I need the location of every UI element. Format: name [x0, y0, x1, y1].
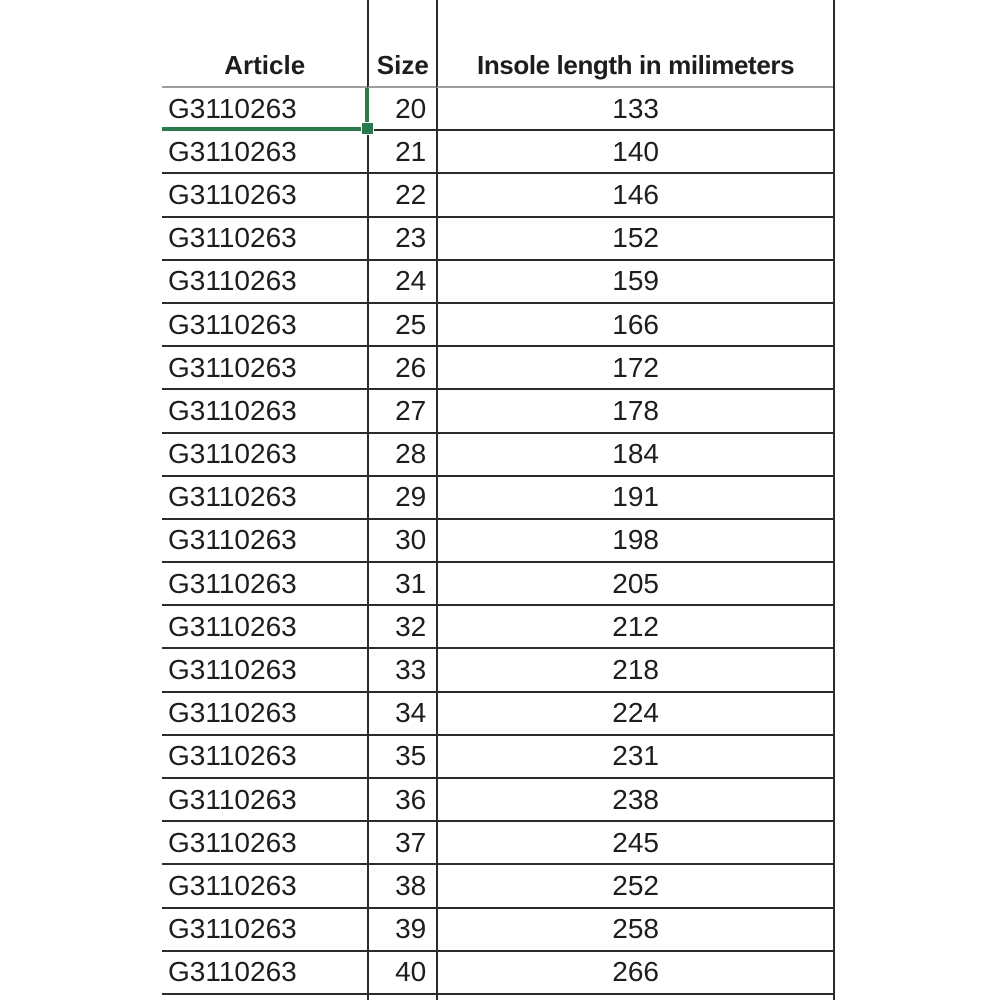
table-row: G3110263 39 258 — [162, 908, 833, 952]
cell-insole[interactable]: 184 — [436, 433, 833, 477]
cell-insole[interactable]: 252 — [436, 865, 833, 909]
table-row: G3110263 36 238 — [162, 779, 833, 823]
cell-size[interactable]: 33 — [367, 649, 437, 693]
cell-insole[interactable]: 133 — [436, 88, 833, 132]
cell-insole[interactable]: 245 — [436, 822, 833, 866]
cell-article[interactable]: G3110263 — [162, 649, 368, 693]
cell-insole[interactable]: 212 — [436, 606, 833, 650]
cell-size[interactable]: 28 — [367, 433, 437, 477]
cell-insole[interactable]: 152 — [436, 217, 833, 261]
cell-insole[interactable]: 191 — [436, 476, 833, 520]
selection-border-bottom — [162, 127, 363, 131]
header-cell-insole-length[interactable]: Insole length in milimeters — [436, 0, 833, 88]
cell-article[interactable]: G3110263 — [162, 563, 368, 607]
cell-article[interactable]: G3110263 — [162, 865, 368, 909]
cell-size[interactable]: 27 — [367, 390, 437, 434]
table-header-row: Article Size Insole length in milimeters — [162, 0, 833, 88]
cell-article[interactable]: G3110263 — [162, 693, 368, 736]
cell-insole[interactable]: 140 — [436, 131, 833, 175]
table-row-partial — [162, 994, 833, 1000]
cell-size[interactable]: 25 — [367, 303, 437, 348]
cell-size[interactable]: 32 — [367, 606, 437, 650]
cell-size[interactable]: 26 — [367, 347, 437, 391]
table-row: G3110263 34 224 — [162, 692, 833, 736]
cell-insole[interactable]: 231 — [436, 735, 833, 779]
cell-article[interactable]: G3110263 — [162, 347, 368, 391]
table-row: G3110263 29 191 — [162, 476, 833, 520]
cell-insole[interactable]: 238 — [436, 779, 833, 823]
cell-article[interactable]: G3110263 — [162, 909, 368, 952]
cell-size[interactable]: 39 — [367, 908, 437, 952]
cell-insole[interactable]: 159 — [436, 260, 833, 304]
table-row: G3110263 31 205 — [162, 563, 833, 607]
cell-article[interactable]: G3110263 — [162, 261, 368, 304]
cell-size[interactable] — [367, 994, 436, 1000]
table-row: G3110263 32 212 — [162, 606, 833, 650]
table-row: G3110263 37 245 — [162, 822, 833, 866]
cell-article[interactable]: G3110263 — [162, 434, 368, 477]
cell-size[interactable]: 29 — [367, 476, 437, 520]
cell-insole[interactable]: 266 — [436, 951, 833, 995]
table-row: G3110263 24 159 — [162, 260, 833, 304]
cell-article[interactable]: G3110263 — [162, 304, 368, 348]
cell-size[interactable]: 36 — [367, 779, 437, 823]
table-row: G3110263 30 198 — [162, 519, 833, 564]
selection-fill-handle[interactable] — [362, 123, 373, 134]
cell-size[interactable]: 31 — [367, 563, 437, 607]
cell-size[interactable]: 34 — [367, 692, 437, 736]
table-row: G3110263 23 152 — [162, 217, 833, 261]
table-row: G3110263 38 252 — [162, 865, 833, 909]
table-row: G3110263 26 172 — [162, 347, 833, 391]
cell-insole[interactable]: 258 — [436, 908, 833, 952]
cell-article[interactable]: G3110263 — [162, 822, 368, 866]
cell-size[interactable]: 24 — [367, 260, 437, 304]
table-row: G3110263 20 133 — [162, 88, 833, 132]
cell-article[interactable]: G3110263 — [162, 606, 368, 650]
cell-size[interactable]: 35 — [367, 735, 437, 779]
selection-border-right — [365, 88, 369, 125]
table-row: G3110263 40 266 — [162, 951, 833, 995]
cell-size[interactable]: 20 — [367, 88, 437, 132]
cell-article[interactable]: G3110263 — [162, 779, 368, 823]
table-row: G3110263 35 231 — [162, 735, 833, 779]
selected-cell[interactable]: G3110263 — [162, 88, 368, 132]
cell-size[interactable]: 40 — [367, 951, 437, 995]
cell-insole[interactable]: 146 — [436, 174, 833, 218]
cell-size[interactable]: 22 — [367, 174, 437, 218]
cell-article[interactable]: G3110263 — [162, 520, 368, 564]
cell-article[interactable]: G3110263 — [162, 218, 368, 261]
table-row: G3110263 21 140 — [162, 131, 833, 175]
table-row: G3110263 28 184 — [162, 433, 833, 477]
size-chart-table: Article Size Insole length in milimeters… — [162, 0, 835, 1000]
cell-article[interactable]: G3110263 — [162, 174, 368, 218]
table-row: G3110263 25 166 — [162, 303, 833, 348]
cell-article[interactable]: G3110263 — [162, 131, 368, 175]
cell-insole[interactable]: 224 — [436, 692, 833, 736]
cell-insole[interactable]: 172 — [436, 347, 833, 391]
cell-insole[interactable]: 178 — [436, 390, 833, 434]
cell-insole[interactable] — [436, 994, 833, 1000]
cell-insole[interactable]: 218 — [436, 649, 833, 693]
cell-size[interactable]: 21 — [367, 131, 437, 175]
cell-article[interactable]: G3110263 — [162, 952, 368, 995]
table-row: G3110263 22 146 — [162, 174, 833, 218]
cell-article[interactable]: G3110263 — [162, 736, 368, 779]
cell-insole[interactable]: 198 — [436, 519, 833, 564]
header-cell-article[interactable]: Article — [162, 0, 368, 88]
cell-size[interactable]: 37 — [367, 822, 437, 866]
header-cell-size[interactable]: Size — [367, 0, 437, 88]
cell-insole[interactable]: 205 — [436, 563, 833, 607]
cell-size[interactable]: 23 — [367, 217, 437, 261]
table-row: G3110263 27 178 — [162, 390, 833, 434]
cell-article[interactable]: G3110263 — [162, 390, 368, 434]
cell-size[interactable]: 38 — [367, 865, 437, 909]
table-row: G3110263 33 218 — [162, 649, 833, 693]
cell-article[interactable]: G3110263 — [162, 477, 368, 520]
cell-article[interactable] — [162, 995, 367, 1000]
cell-size[interactable]: 30 — [367, 519, 437, 564]
cell-insole[interactable]: 166 — [436, 303, 833, 348]
